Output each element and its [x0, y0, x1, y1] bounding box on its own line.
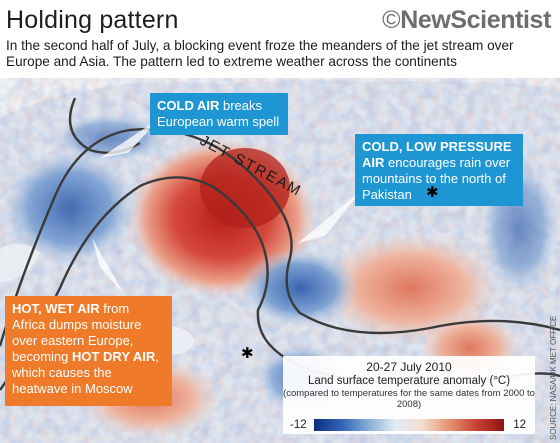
- hot-dry-text: , which causes the heatwave in Moscow: [12, 349, 159, 396]
- low-pressure-text: encourages rain over mountains to the no…: [362, 155, 511, 202]
- subtitle: In the second half of July, a blocking e…: [6, 38, 514, 69]
- hot-wet-heading: HOT, WET AIR: [12, 301, 100, 316]
- cold-air-text: breaks European warm spell: [157, 98, 280, 129]
- source-credit: SOURCE: NASA/UK MET OFFICE: [548, 300, 560, 440]
- star-marker-icon-pakistan: ✱: [241, 345, 254, 362]
- cold-air-heading: COLD AIR: [157, 98, 220, 113]
- low-pressure-heading: COLD, LOW PRESSURE AIR: [362, 139, 512, 170]
- scale-bar: [314, 419, 504, 431]
- legend: 20-27 July 2010 Land surface temperature…: [283, 356, 535, 434]
- low-pressure-callout: COLD, LOW PRESSURE AIR encourages rain o…: [355, 134, 523, 206]
- source-text: SOURCE: NASA/UK MET OFFICE: [549, 315, 558, 440]
- scale-max-label: 12: [513, 419, 526, 431]
- page-title: Holding pattern: [6, 6, 179, 34]
- scale-min-label: -12: [290, 419, 307, 431]
- logo-text: NewScientist: [400, 6, 551, 34]
- newscientist-logo: ©NewScientist: [382, 6, 551, 35]
- hot-wet-text: from Africa dumps moisture over eastern …: [12, 301, 142, 364]
- cold-air-callout: COLD AIR breaks European warm spell: [150, 93, 288, 135]
- legend-note: (compared to temperatures for the same d…: [283, 388, 535, 410]
- legend-title: Land surface temperature anomaly (°C): [307, 375, 511, 387]
- copyright-icon: ©: [382, 6, 401, 34]
- legend-date: 20-27 July 2010: [366, 360, 452, 374]
- star-marker-icon: ✱: [426, 184, 439, 201]
- hot-dry-heading: HOT DRY AIR: [71, 349, 156, 364]
- color-scale: -12 12: [288, 419, 530, 431]
- hot-air-callout: HOT, WET AIR from Africa dumps moisture …: [5, 296, 172, 406]
